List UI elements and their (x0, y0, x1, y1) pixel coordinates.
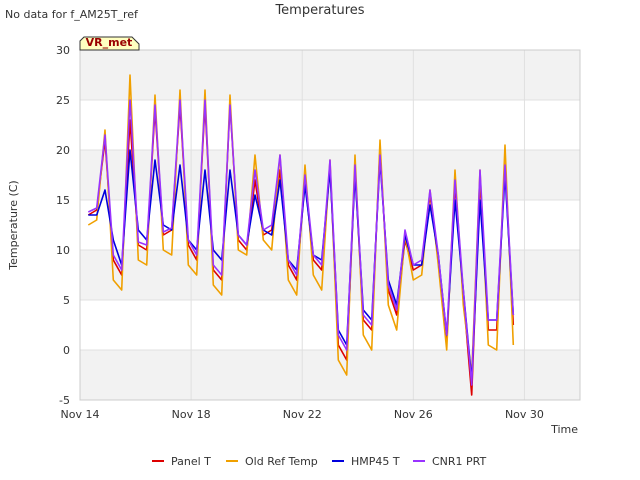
y-tick-label: 5 (63, 294, 70, 307)
y-tick-label: 15 (56, 194, 70, 207)
x-tick-label: Nov 30 (505, 408, 544, 421)
series-lines (87, 74, 515, 396)
legend-item-label: Old Ref Temp (245, 455, 318, 468)
series-line-3 (87, 99, 515, 386)
badge-shape (79, 36, 140, 51)
x-tick-label: Nov 22 (283, 408, 322, 421)
legend-item-label: HMP45 T (351, 455, 400, 468)
x-axis-ticks: Nov 14 Nov 18 Nov 22 Nov 26 Nov 30 (61, 408, 544, 421)
y-axis-label: Temperature (C) (7, 180, 20, 270)
y-axis-ticks: -5 0 5 10 15 20 25 30 (56, 44, 70, 407)
plot-frame (79, 49, 581, 401)
shaded-band-0 (80, 350, 580, 400)
y-tick-label: 0 (63, 344, 70, 357)
no-data-note: No data for f_AM25T_ref (5, 8, 139, 21)
x-tick-label: Nov 14 (61, 408, 100, 421)
y-tick-label: 10 (56, 244, 70, 257)
x-tick-label: Nov 18 (172, 408, 211, 421)
x-axis-label: Time (550, 423, 578, 436)
y-tick-label: -5 (59, 394, 70, 407)
y-tick-label: 25 (56, 94, 70, 107)
x-tick-label: Nov 26 (394, 408, 433, 421)
plot-area (79, 49, 581, 401)
shaded-bands (80, 50, 580, 400)
legend: Panel T Old Ref Temp HMP45 T CNR1 PRT (152, 455, 487, 468)
y-tick-label: 20 (56, 144, 70, 157)
badge-label: VR_met (86, 36, 133, 49)
vr-met-badge: VR_met (79, 36, 140, 51)
y-tick-label: 30 (56, 44, 70, 57)
shaded-band-3 (80, 50, 580, 100)
shaded-band-1 (80, 250, 580, 300)
chart-title: Temperatures (274, 3, 364, 18)
legend-item-label: CNR1 PRT (432, 455, 487, 468)
legend-item-label: Panel T (171, 455, 211, 468)
